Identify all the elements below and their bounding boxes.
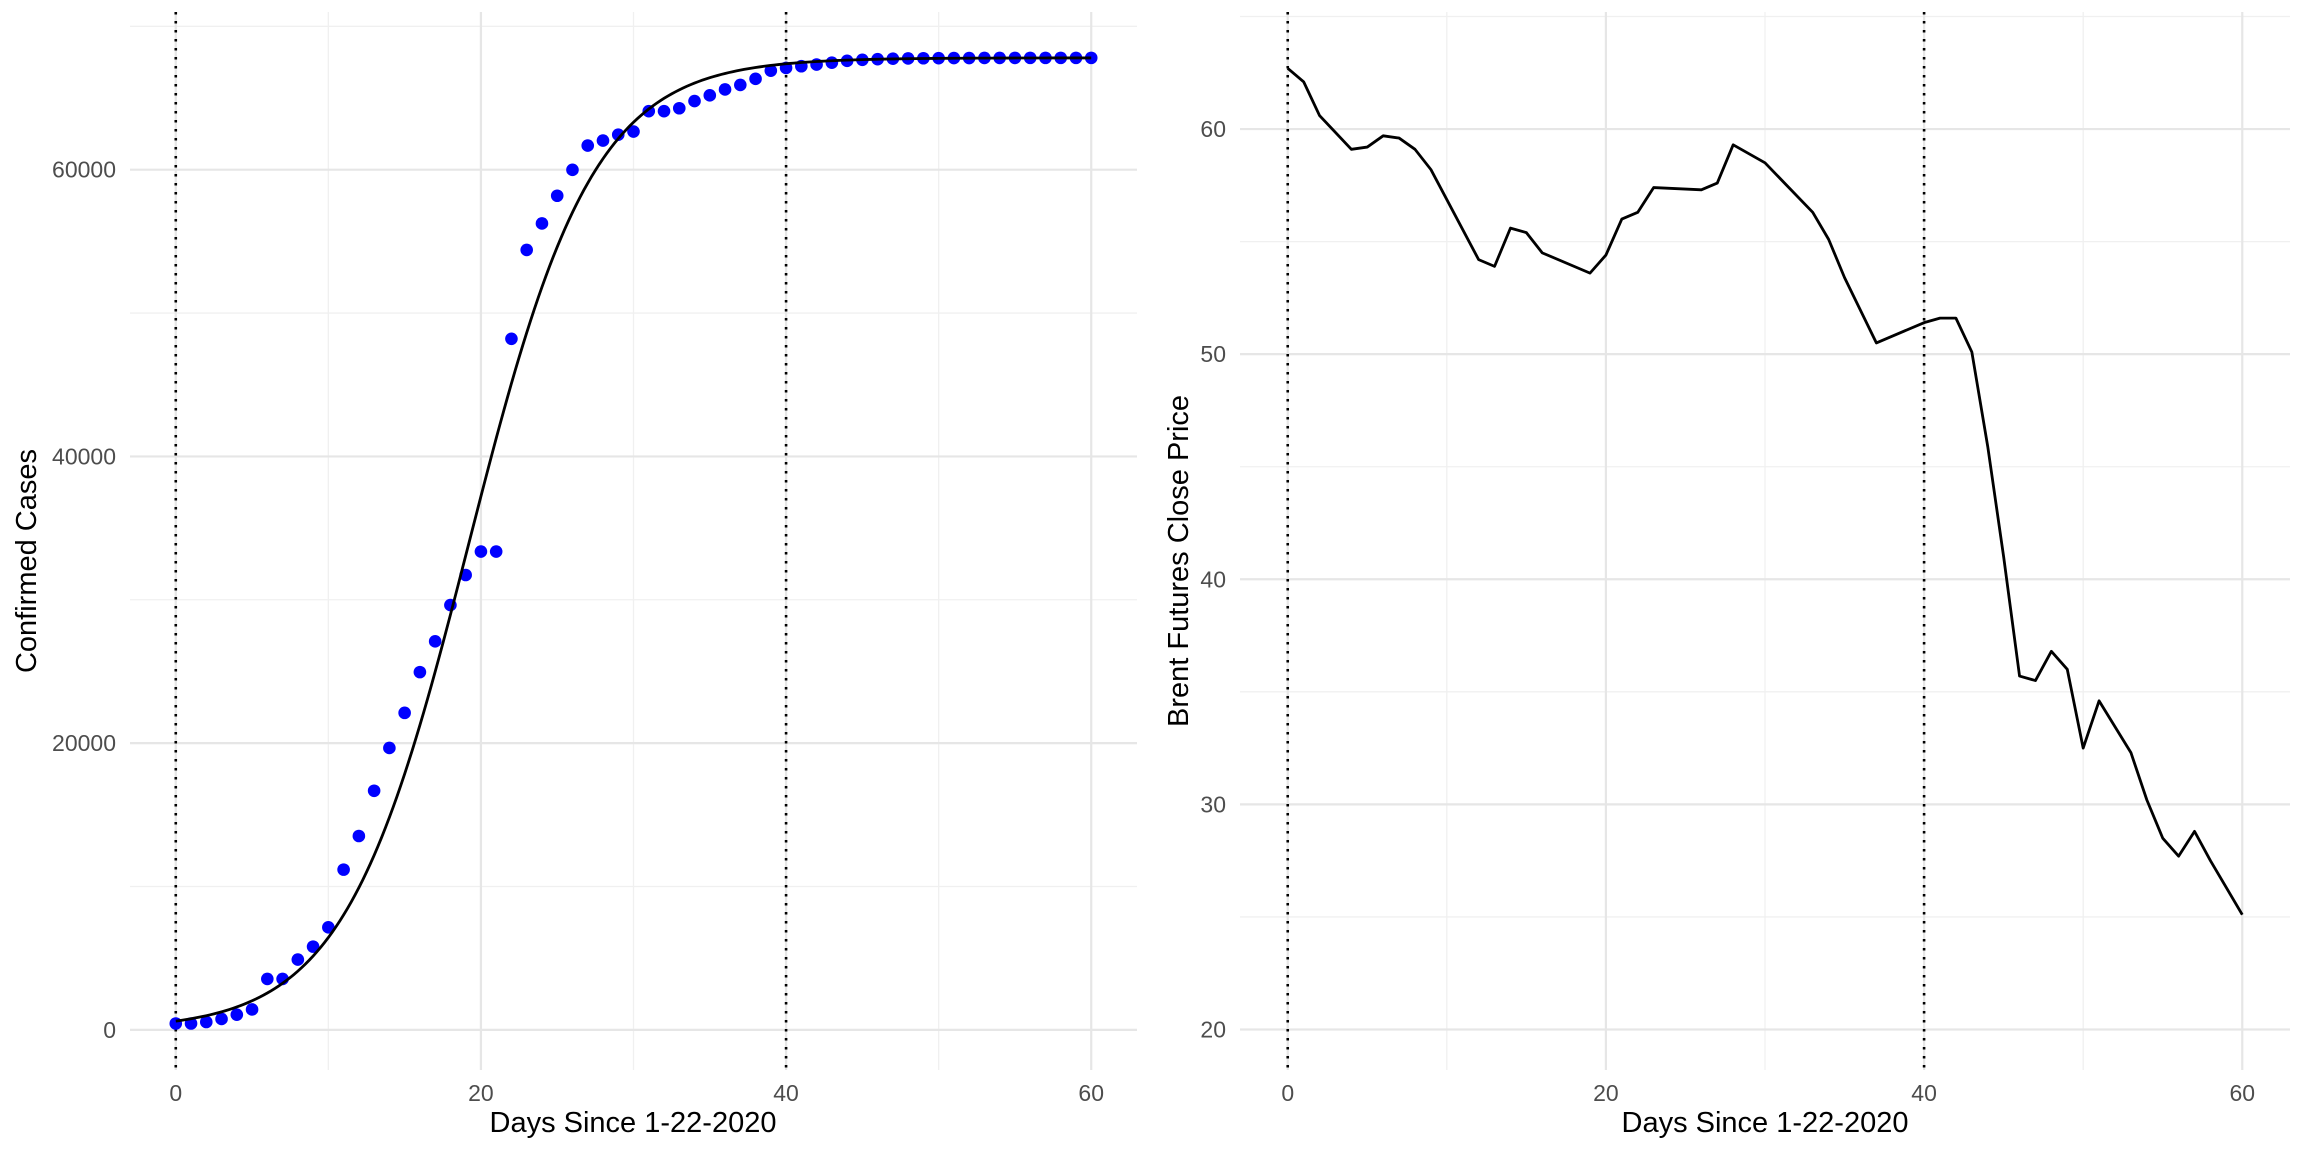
data-point <box>474 545 488 558</box>
data-point <box>581 139 595 152</box>
right-x-tick-label: 60 <box>2229 1080 2255 1106</box>
left-x-tick-label: 40 <box>773 1080 799 1106</box>
data-point <box>505 332 518 346</box>
data-point <box>734 78 747 92</box>
data-point <box>230 1008 244 1021</box>
data-point <box>215 1012 228 1026</box>
data-point <box>825 56 839 69</box>
data-point <box>611 128 625 141</box>
left-x-tick-label: 0 <box>169 1080 182 1106</box>
data-point <box>520 243 533 257</box>
fitted-curve-line <box>175 56 1092 1023</box>
data-point <box>413 665 427 679</box>
right-y-axis-title: Brent Futures Close Price <box>1163 395 1195 727</box>
right-y-tick-label: 30 <box>1200 791 1226 817</box>
data-point <box>596 134 610 147</box>
right-tick-labels: 0 20 40 60 20 30 40 50 60 <box>1200 116 2255 1106</box>
data-point <box>627 125 640 138</box>
left-x-tick-label: 20 <box>468 1080 494 1106</box>
confirmed-cases-panel: 0 20 40 60 0 20000 40000 60000 Days Since 1-22-… <box>11 12 1137 1139</box>
right-y-tick-label: 20 <box>1200 1016 1226 1042</box>
brent-price-panel: 0 20 40 60 20 30 40 50 60 Days Since 1-22-2020 B… <box>1163 12 2290 1139</box>
data-point <box>566 163 579 177</box>
right-x-axis-title: Days Since 1-22-2020 <box>1622 1107 1909 1139</box>
data-point <box>718 83 732 96</box>
right-y-tick-label: 60 <box>1200 116 1226 142</box>
left-y-tick-label: 60000 <box>52 157 116 183</box>
data-point <box>703 89 717 102</box>
data-point <box>749 72 762 86</box>
data-point <box>337 863 350 876</box>
right-x-tick-label: 0 <box>1281 1080 1294 1106</box>
data-point <box>657 104 671 118</box>
data-point <box>688 94 701 108</box>
data-point <box>306 940 320 953</box>
data-point <box>291 953 305 966</box>
data-point <box>489 545 503 558</box>
left-y-tick-label: 20000 <box>52 730 116 756</box>
left-y-tick-label: 0 <box>103 1017 116 1043</box>
data-point <box>383 741 396 755</box>
left-gridlines <box>130 12 1137 1070</box>
left-x-tick-label: 60 <box>1078 1080 1104 1106</box>
data-point <box>764 64 778 77</box>
left-y-tick-label: 40000 <box>52 443 116 469</box>
data-point <box>535 217 549 230</box>
data-point <box>428 635 442 648</box>
data-point <box>550 189 564 203</box>
data-point <box>352 829 366 843</box>
price-series-line <box>1286 67 2244 916</box>
left-y-axis-title: Confirmed Cases <box>11 449 43 673</box>
left-plot-marks <box>169 51 1098 1030</box>
right-x-tick-label: 40 <box>1911 1080 1937 1106</box>
data-point <box>261 972 274 986</box>
data-point <box>322 921 335 934</box>
data-point <box>398 706 411 720</box>
right-gridlines <box>1240 12 2290 1070</box>
data-point <box>245 1003 259 1016</box>
data-point <box>672 101 686 115</box>
left-x-axis-title: Days Since 1-22-2020 <box>490 1107 777 1139</box>
data-point <box>367 784 381 798</box>
right-y-tick-label: 50 <box>1200 341 1226 367</box>
data-point <box>199 1015 213 1029</box>
right-plot-marks <box>1286 67 2244 916</box>
right-x-tick-label: 20 <box>1593 1080 1619 1106</box>
right-y-tick-label: 40 <box>1200 566 1226 592</box>
left-tick-labels: 0 20 40 60 0 20000 40000 60000 <box>52 157 1104 1106</box>
